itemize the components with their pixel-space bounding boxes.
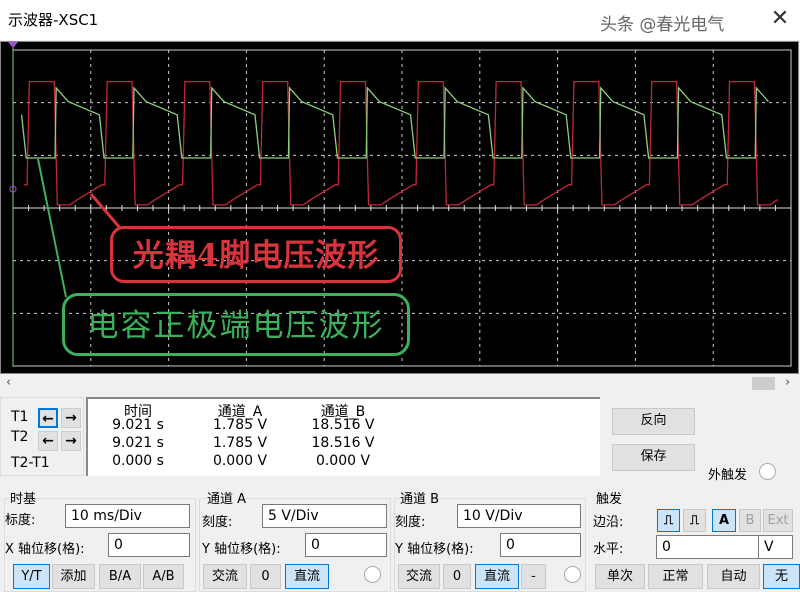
arrow-right-icon: →	[65, 410, 77, 426]
falling-edge-button[interactable]: ⎍	[683, 509, 706, 532]
channel-a-zero-button[interactable]: 0	[250, 564, 281, 589]
trigger-source-ext[interactable]: Ext	[763, 509, 793, 532]
scroll-left-icon[interactable]: ‹	[6, 375, 12, 390]
channel-b-scale-label: 刻度:	[395, 515, 426, 530]
channel-b-terminal[interactable]	[564, 566, 581, 583]
trigger-level-label: 水平:	[593, 542, 624, 557]
mode-yt-button[interactable]: Y/T	[13, 564, 50, 589]
header-channel-b: 通道_B	[320, 404, 366, 420]
t2-right-button[interactable]: →	[61, 431, 81, 451]
annotation-red-pointer	[89, 193, 122, 229]
window-title: 示波器-XSC1	[8, 11, 99, 29]
channel-a-scale-label: 刻度:	[202, 515, 233, 530]
trigger-single-button[interactable]: 单次	[595, 564, 645, 589]
ext-trigger-terminal[interactable]	[759, 463, 776, 480]
waveform-plot	[8, 42, 792, 367]
arrow-left-icon: ←	[42, 411, 54, 427]
reverse-button[interactable]: 反向	[612, 408, 695, 435]
channel-b-dc-button[interactable]: 直流	[475, 564, 519, 589]
delta-time: 0.000 s	[112, 453, 164, 469]
annotation-red-label: 光耦4脚电压波形	[132, 238, 380, 274]
t2-channel-a: 1.785 V	[212, 435, 268, 451]
t2-label: T2	[11, 429, 29, 445]
timebase-title: 时基	[10, 488, 37, 507]
trigger-edge-label: 边沿:	[593, 515, 624, 530]
trigger-level-unit[interactable]: V	[758, 535, 793, 559]
trigger-none-button[interactable]: 无	[763, 564, 800, 589]
title-bar: 示波器-XSC1 ✕	[0, 0, 800, 40]
channel-b-ypos-label: Y 轴位移(格):	[395, 542, 474, 557]
measurement-readout: 时间 通道_A 通道_B 9.021 s 1.785 V 18.516 V 9.…	[86, 397, 600, 476]
t1-channel-b: 18.516 V	[311, 417, 375, 433]
scrollbar-thumb[interactable]	[752, 377, 775, 390]
annotation-green-pointer	[37, 158, 67, 298]
channel-b-title: 通道 B	[400, 488, 440, 507]
rising-edge-button[interactable]: ⎍	[657, 509, 680, 532]
watermark: 头条 @春光电气	[600, 15, 725, 35]
mode-ab-button[interactable]: A/B	[143, 564, 184, 589]
save-button[interactable]: 保存	[612, 444, 695, 471]
oscilloscope-screen: 光耦4脚电压波形 电容正极端电压波形	[0, 41, 799, 374]
channel-a-ypos-input[interactable]: 0	[305, 533, 387, 557]
t1-channel-a: 1.785 V	[212, 417, 268, 433]
trigger-source-b[interactable]: B	[739, 509, 761, 532]
timebase-scale-input[interactable]: 10 ms/Div	[65, 504, 190, 528]
annotation-red-box	[110, 226, 402, 283]
t2-channel-b: 18.516 V	[311, 435, 375, 451]
t2-time: 9.021 s	[112, 435, 164, 451]
channel-b-scale-input[interactable]: 10 V/Div	[457, 504, 581, 528]
header-channel-a: 通道_A	[217, 404, 263, 420]
trigger-title: 触发	[596, 492, 623, 507]
header-time: 时间	[124, 404, 152, 420]
t1-label: T1	[11, 409, 29, 425]
cursor-t1-handle	[8, 42, 18, 48]
delta-channel-a: 0.000 V	[212, 453, 268, 469]
waveform-channel-b	[20, 86, 769, 159]
channel-b-zero-button[interactable]: 0	[443, 564, 471, 589]
mode-add-button[interactable]: 添加	[52, 564, 95, 589]
t2-left-button[interactable]: ←	[38, 431, 58, 451]
channel-a-scale-input[interactable]: 5 V/Div	[262, 504, 387, 528]
x-position-input[interactable]: 0	[108, 533, 190, 557]
scroll-right-icon[interactable]: ›	[785, 375, 791, 390]
trigger-level-input[interactable]: 0	[656, 535, 759, 559]
arrow-left-icon: ←	[42, 433, 54, 449]
channel-b-ypos-input[interactable]: 0	[500, 533, 581, 557]
horizontal-scrollbar[interactable]: ‹ ›	[0, 374, 800, 392]
t1-time: 9.021 s	[112, 417, 164, 433]
trigger-normal-button[interactable]: 正常	[648, 564, 703, 589]
waveform-channel-a	[23, 80, 779, 206]
rising-edge-icon: ⎍	[663, 513, 674, 528]
annotation-green-box	[62, 293, 410, 356]
delta-channel-b: 0.000 V	[315, 453, 371, 469]
mode-ba-button[interactable]: B/A	[99, 564, 141, 589]
timebase-scale-label: 标度:	[5, 513, 36, 528]
trigger-auto-button[interactable]: 自动	[707, 564, 760, 589]
channel-b-invert-button[interactable]: -	[521, 564, 546, 589]
cursor-controls: T1 ← → T2 ← → T2-T1	[0, 397, 84, 476]
channel-a-title: 通道 A	[207, 488, 247, 507]
channel-a-ypos-label: Y 轴位移(格):	[202, 542, 281, 557]
ext-trigger-label: 外触发	[708, 468, 748, 483]
t1-left-button[interactable]: ←	[38, 408, 58, 428]
arrow-right-icon: →	[65, 433, 77, 449]
x-position-label: X 轴位移(格):	[5, 542, 85, 557]
channel-b-ac-button[interactable]: 交流	[398, 564, 440, 589]
falling-edge-icon: ⎍	[689, 513, 700, 528]
cursor-marker	[9, 185, 17, 193]
close-icon[interactable]: ✕	[770, 6, 790, 31]
t1-right-button[interactable]: →	[61, 408, 81, 428]
channel-a-dc-button[interactable]: 直流	[285, 564, 329, 589]
channel-a-terminal[interactable]	[364, 566, 381, 583]
annotation-green-label: 电容正极端电压波形	[87, 308, 385, 344]
t2-t1-label: T2-T1	[11, 455, 50, 471]
channel-a-ac-button[interactable]: 交流	[203, 564, 247, 589]
trigger-source-a[interactable]: A	[712, 509, 736, 532]
